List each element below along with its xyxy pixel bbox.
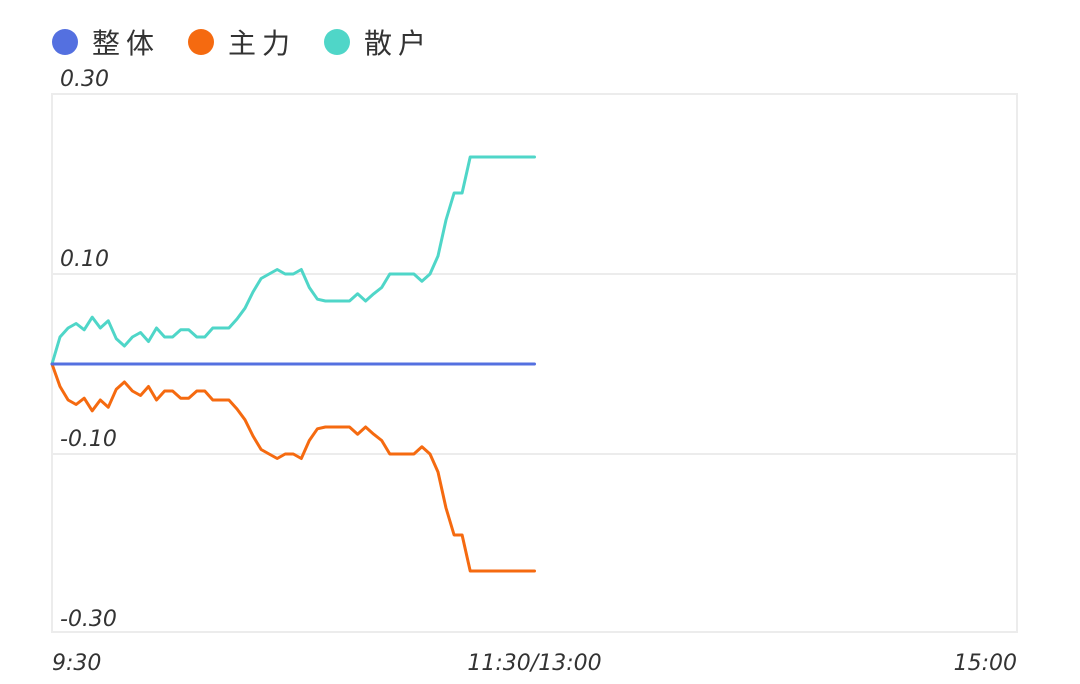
legend-dot-main-force bbox=[188, 29, 215, 55]
legend-dot-overall bbox=[52, 29, 78, 55]
series-lines bbox=[50, 155, 536, 573]
x-tick-label: 9:30 bbox=[52, 651, 101, 676]
series-line-retail bbox=[50, 155, 536, 366]
series-line-main-force bbox=[50, 362, 536, 573]
y-axis-ticks: 0.30 0.10 -0.10 -0.30 bbox=[60, 67, 117, 632]
x-tick-label: 11:30/13:00 bbox=[467, 651, 601, 676]
y-tick-label: -0.30 bbox=[60, 607, 117, 632]
legend-label-retail: 散户 bbox=[364, 27, 433, 60]
x-axis-ticks: 9:30 11:30/13:00 15:00 bbox=[52, 651, 1017, 676]
grid-lines bbox=[52, 273, 1017, 455]
y-tick-label: 0.10 bbox=[60, 247, 109, 272]
legend-dot-retail bbox=[324, 29, 351, 55]
legend-item-main-force[interactable]: 主力 bbox=[188, 22, 296, 62]
legend-label-main-force: 主力 bbox=[228, 27, 297, 60]
legend-label-overall: 整体 bbox=[92, 27, 161, 60]
y-tick-label: 0.30 bbox=[60, 67, 109, 92]
x-tick-label: 15:00 bbox=[954, 651, 1017, 676]
legend-item-overall[interactable]: 整体 bbox=[52, 22, 160, 62]
legend: 整体 主力 散户 bbox=[52, 22, 460, 62]
legend-item-retail[interactable]: 散户 bbox=[324, 22, 432, 62]
y-tick-label: -0.10 bbox=[60, 427, 117, 452]
